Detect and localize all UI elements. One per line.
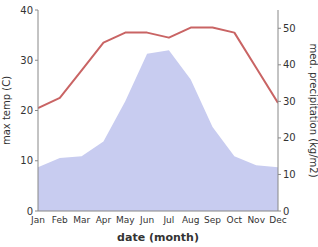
y2-tick-label: 30 (283, 96, 296, 107)
x-axis-label: date (month) (117, 231, 199, 244)
y2-tick-label: 40 (283, 59, 296, 70)
y2-tick-label: 10 (283, 169, 296, 180)
x-tick-label: Jul (162, 215, 174, 225)
axes: 01020304001020304050JanFebMarAprMayJunJu… (20, 5, 295, 226)
y2-tick (278, 174, 281, 175)
x-tick-label: Oct (227, 215, 243, 225)
x-tick-label: May (116, 215, 135, 225)
y2-tick (278, 101, 281, 102)
x-axis-line (38, 211, 278, 212)
y2-axis-label: med. precipitation (kg/m2) (308, 43, 318, 177)
y2-tick-label: 50 (283, 23, 296, 34)
y-tick (35, 211, 38, 212)
y-tick-label: 30 (20, 55, 33, 66)
y-axis-label: max temp (C) (1, 76, 12, 145)
y-tick (35, 110, 38, 111)
plot-marks (38, 28, 278, 211)
x-tick-label: Jan (30, 215, 45, 225)
temp-line (38, 28, 278, 108)
y-tick (35, 10, 38, 11)
y-tick (35, 60, 38, 61)
x-tick-label: Mar (73, 215, 90, 225)
y-tick-label: 10 (20, 155, 33, 166)
x-tick-label: Jun (139, 215, 154, 225)
y-tick (35, 160, 38, 161)
y-tick-label: 20 (20, 105, 33, 116)
y2-tick-label: 20 (283, 132, 296, 143)
y2-axis-line (278, 10, 279, 211)
precip-area (38, 50, 278, 211)
y-tick-label: 40 (20, 5, 33, 16)
y2-tick (278, 137, 281, 138)
x-tick-label: Dec (269, 215, 286, 225)
x-tick-label: Feb (52, 215, 68, 225)
x-tick-label: Sep (204, 215, 221, 225)
x-tick-label: Nov (247, 215, 265, 225)
y2-tick (278, 64, 281, 65)
x-tick-label: Aug (182, 215, 200, 225)
y2-tick (278, 211, 281, 212)
x-tick-label: Apr (96, 215, 112, 225)
chart: 01020304001020304050JanFebMarAprMayJunJu… (0, 0, 318, 247)
y2-tick (278, 28, 281, 29)
